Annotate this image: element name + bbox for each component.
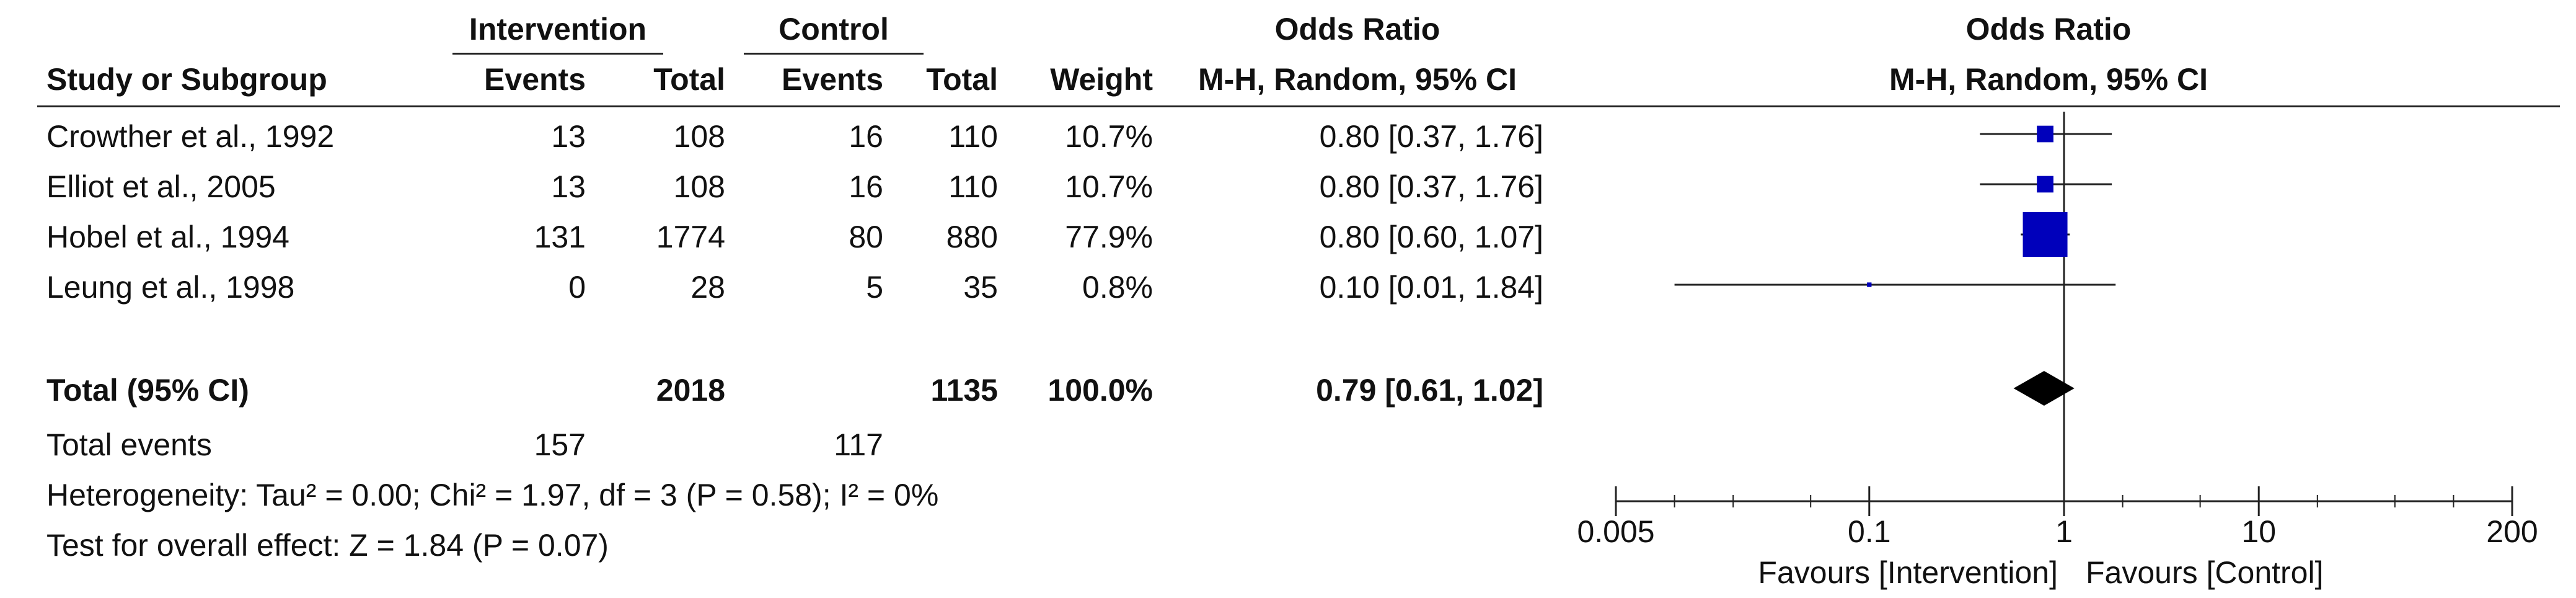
favours-control-label: Favours [Control] — [2086, 555, 2323, 590]
study-marker — [2037, 125, 2053, 143]
weight-value: 10.7% — [1065, 119, 1153, 154]
weight-value: 10.7% — [1065, 169, 1153, 204]
header-method-table: M-H, Random, 95% CI — [1198, 62, 1517, 97]
study-name: Leung et al., 1998 — [46, 270, 295, 305]
total-events-intervention: 157 — [534, 427, 586, 462]
weight-value: 77.9% — [1065, 220, 1153, 254]
header-method-plot: M-H, Random, 95% CI — [1889, 62, 2208, 97]
total-control: 1135 — [930, 373, 998, 408]
control-events: 16 — [849, 119, 883, 154]
study-name: Crowther et al., 1992 — [46, 119, 335, 154]
header-study-or-subgroup: Study or Subgroup — [46, 62, 327, 97]
study-marker — [2022, 212, 2068, 257]
intervention-header-rule — [452, 53, 663, 55]
x-tick-label: 200 — [2486, 514, 2538, 549]
header-control: Control — [779, 12, 889, 47]
intervention-events: 13 — [551, 169, 586, 204]
odds-ratio-ci: 0.80 [0.37, 1.76] — [1319, 169, 1543, 204]
intervention-total: 108 — [673, 119, 725, 154]
intervention-total: 28 — [690, 270, 725, 305]
x-tick-label: 1 — [2055, 514, 2073, 549]
control-total: 880 — [946, 220, 998, 254]
control-total: 35 — [963, 270, 998, 305]
x-tick-label: 0.005 — [1577, 514, 1654, 549]
control-header-rule — [744, 53, 924, 55]
control-total: 110 — [948, 169, 998, 204]
study-name: Elliot et al., 2005 — [46, 169, 276, 204]
study-name: Hobel et al., 1994 — [46, 220, 289, 254]
intervention-events: 131 — [534, 220, 586, 254]
study-marker — [2037, 176, 2053, 193]
total-events-control: 117 — [834, 427, 883, 462]
intervention-events: 0 — [568, 270, 586, 305]
favours-intervention-label: Favours [Intervention] — [1758, 555, 2058, 590]
header-control-events: Events — [782, 62, 883, 97]
header-intervention-total: Total — [653, 62, 725, 97]
summary-diamond — [2013, 371, 2075, 406]
intervention-total: 108 — [673, 169, 725, 204]
control-events: 16 — [849, 169, 883, 204]
header-odds-ratio-plot: Odds Ratio — [1965, 12, 2132, 47]
total-events-label: Total events — [46, 427, 212, 462]
total-label: Total (95% CI) — [46, 373, 249, 408]
heterogeneity-text: Heterogeneity: Tau² = 0.00; Chi² = 1.97,… — [46, 478, 939, 512]
control-events: 80 — [849, 220, 883, 254]
intervention-events: 13 — [551, 119, 586, 154]
control-total: 110 — [948, 119, 998, 154]
control-events: 5 — [866, 270, 883, 305]
overall-effect-text: Test for overall effect: Z = 1.84 (P = 0… — [46, 528, 609, 563]
total-intervention: 2018 — [656, 373, 725, 408]
header-intervention-events: Events — [484, 62, 586, 97]
weight-value: 0.8% — [1082, 270, 1153, 305]
total-odds-ratio-ci: 0.79 [0.61, 1.02] — [1316, 373, 1543, 408]
header-control-total: Total — [926, 62, 998, 97]
intervention-total: 1774 — [656, 220, 725, 254]
table-header-rule — [37, 105, 2560, 107]
header-intervention: Intervention — [469, 12, 647, 47]
odds-ratio-ci: 0.80 [0.37, 1.76] — [1319, 119, 1543, 154]
study-marker — [1867, 282, 1872, 287]
odds-ratio-ci: 0.80 [0.60, 1.07] — [1319, 220, 1543, 254]
header-weight: Weight — [1050, 62, 1153, 97]
header-odds-ratio-table: Odds Ratio — [1274, 12, 1440, 47]
x-tick-label: 0.1 — [1848, 514, 1891, 549]
odds-ratio-ci: 0.10 [0.01, 1.84] — [1319, 270, 1543, 305]
x-tick-label: 10 — [2241, 514, 2276, 549]
total-weight: 100.0% — [1048, 373, 1153, 408]
